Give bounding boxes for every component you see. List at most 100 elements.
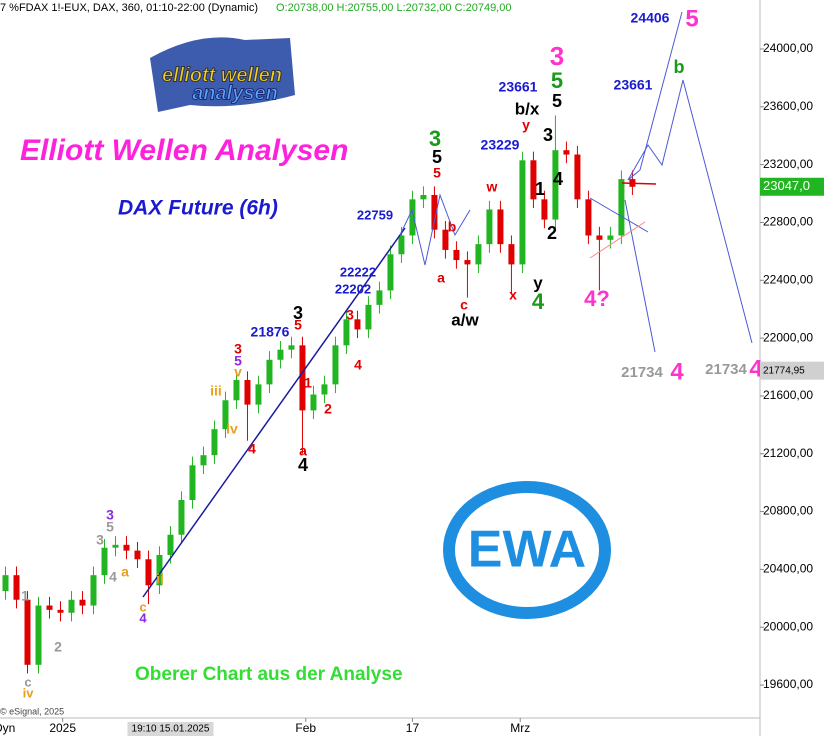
candle-body bbox=[376, 290, 383, 305]
candle-body bbox=[145, 559, 152, 586]
candle-body bbox=[46, 605, 53, 610]
y-tick-label: 24000,00 bbox=[763, 41, 813, 55]
wave-label: 21734 bbox=[621, 364, 663, 381]
candle-body bbox=[541, 199, 548, 220]
candle-body bbox=[13, 575, 20, 600]
candle-body bbox=[508, 244, 515, 265]
wave-label: c bbox=[139, 599, 146, 614]
wave-label: 4 bbox=[354, 357, 362, 373]
candle-body bbox=[90, 575, 97, 606]
candle-body bbox=[442, 229, 449, 250]
candle-body bbox=[585, 199, 592, 236]
wave-label: a bbox=[299, 443, 307, 459]
candle-body bbox=[222, 400, 229, 430]
crosshair-box bbox=[127, 722, 214, 736]
candle-body bbox=[244, 380, 251, 405]
wave-label: v bbox=[234, 364, 242, 380]
wave-label: 4 bbox=[670, 358, 684, 385]
wave-label: a bbox=[437, 270, 445, 286]
wave-label: 24406 bbox=[631, 10, 670, 26]
y-tick-label: 23600,00 bbox=[763, 99, 813, 113]
candle-body bbox=[57, 609, 64, 613]
y-tick-label: 21600,00 bbox=[763, 388, 813, 402]
candle-body bbox=[156, 554, 163, 586]
price-box bbox=[760, 361, 824, 380]
candle-body bbox=[211, 429, 218, 456]
wave-label: iii bbox=[210, 383, 222, 399]
wave-label: x bbox=[509, 287, 517, 303]
candle-body bbox=[233, 380, 240, 401]
candle-body bbox=[486, 209, 493, 245]
wave-label: 4 bbox=[749, 355, 763, 382]
candle-body bbox=[497, 209, 504, 245]
candle-body bbox=[68, 599, 75, 613]
y-tick-label: 19600,00 bbox=[763, 677, 813, 691]
candle-body bbox=[255, 384, 262, 405]
y-tick-label: 20800,00 bbox=[763, 504, 813, 518]
x-tick-label: Feb bbox=[295, 721, 316, 735]
y-tick-label: 21200,00 bbox=[763, 446, 813, 460]
logo-text: analysen bbox=[192, 82, 278, 104]
wave-label: 1 bbox=[21, 588, 29, 604]
candle-body bbox=[420, 195, 427, 200]
y-tick-label: 22000,00 bbox=[763, 330, 813, 344]
wave-label: a/w bbox=[451, 310, 479, 329]
wave-label: ii bbox=[156, 571, 164, 587]
wave-label: 3 bbox=[96, 532, 104, 548]
candle-body bbox=[310, 394, 317, 411]
candle-body bbox=[475, 244, 482, 265]
x-tick-label: 2025 bbox=[49, 721, 76, 735]
logo: elliott wellen analysen bbox=[150, 37, 295, 112]
wave-label: 3 bbox=[429, 126, 441, 151]
wave-label: 3 bbox=[106, 507, 114, 523]
candle-body bbox=[596, 235, 603, 240]
wave-label: 5 bbox=[234, 353, 242, 369]
candle-body bbox=[431, 195, 438, 230]
triangle-line bbox=[589, 221, 646, 259]
candle-body bbox=[200, 455, 207, 466]
candle-body bbox=[321, 384, 328, 395]
wave-label: c bbox=[460, 297, 468, 313]
candle-body bbox=[453, 249, 460, 261]
wave-label: 22222 bbox=[340, 264, 376, 279]
candle-body bbox=[299, 345, 306, 411]
wave-label: 2 bbox=[54, 639, 62, 655]
candle-body bbox=[398, 235, 405, 255]
trend-line bbox=[142, 227, 406, 598]
wave-label: 5 bbox=[294, 317, 302, 333]
logo-text: elliott wellen bbox=[162, 64, 282, 86]
candle-body bbox=[24, 599, 31, 665]
candle-body bbox=[519, 160, 526, 265]
wave-label: 21734 bbox=[705, 361, 747, 378]
candle-body bbox=[123, 544, 130, 551]
wave-label: y bbox=[533, 273, 543, 292]
path-line bbox=[399, 193, 471, 266]
price-label: 21774,95 bbox=[763, 365, 805, 376]
price-label: 23047,0 bbox=[763, 178, 810, 193]
wave-label: 21876 bbox=[251, 324, 290, 340]
y-tick-label: 22400,00 bbox=[763, 272, 813, 286]
wave-label: y bbox=[522, 117, 530, 133]
badge-ring bbox=[443, 481, 611, 619]
wave-label: 3 bbox=[293, 303, 303, 323]
wave-label: 22759 bbox=[357, 207, 393, 222]
candle-body bbox=[277, 349, 284, 360]
badge-text: EWA bbox=[468, 521, 586, 579]
trend-lines bbox=[142, 11, 753, 598]
wave-label: 4 bbox=[298, 455, 308, 475]
wave-label: 4 bbox=[553, 169, 563, 189]
wave-label: 1 bbox=[535, 179, 545, 199]
candle-body bbox=[288, 345, 295, 350]
wave-label: 5 bbox=[685, 5, 698, 32]
header-ohlc: O:20738,00 H:20755,00 L:20732,00 C:20749… bbox=[276, 2, 511, 14]
wave-label: 3 bbox=[550, 41, 564, 71]
candle-body bbox=[607, 235, 614, 240]
y-tick-label: 23200,00 bbox=[763, 157, 813, 171]
wave-label: b bbox=[674, 57, 685, 77]
wave-label: 2 bbox=[547, 223, 557, 243]
wave-label: 23661 bbox=[499, 79, 538, 95]
candle-body bbox=[178, 500, 185, 535]
